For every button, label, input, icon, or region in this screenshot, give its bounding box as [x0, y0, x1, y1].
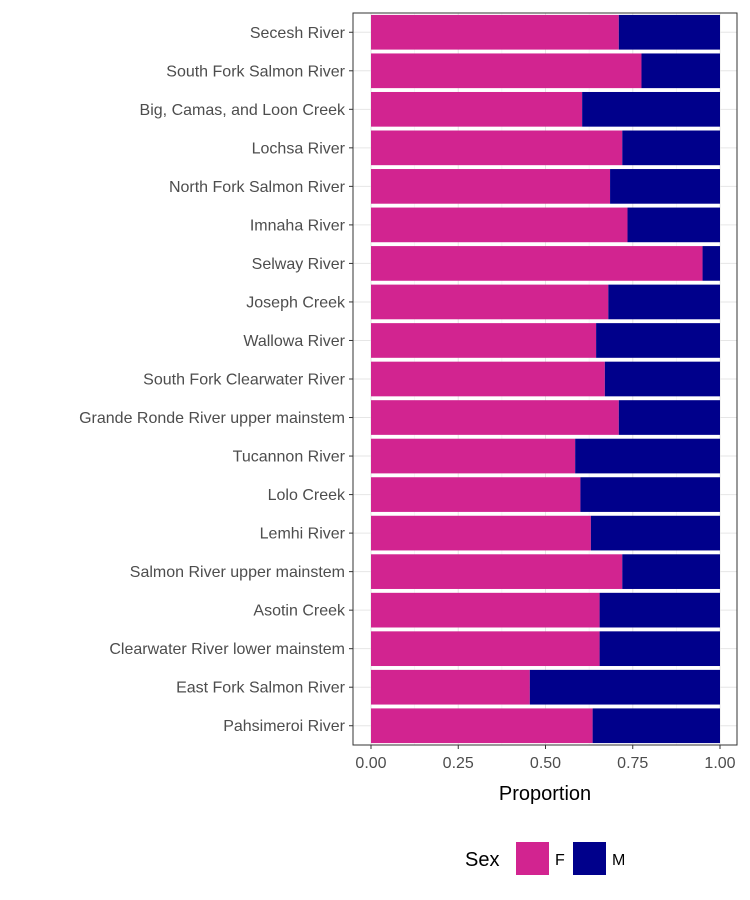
bar-f-8 [371, 284, 609, 320]
bar-m-2 [641, 53, 720, 89]
bar-f-17 [371, 631, 600, 667]
bar-f-5 [371, 169, 611, 204]
category-label: Wallowa River [243, 333, 345, 350]
category-label: Tucannon River [233, 449, 346, 466]
bar-m-14 [590, 515, 720, 551]
bar-m-3 [582, 91, 720, 127]
bar-m-12 [575, 438, 720, 474]
bar-f-10 [371, 361, 605, 397]
category-label: Asotin Creek [253, 603, 346, 620]
bar-m-16 [599, 592, 720, 628]
bar-m-13 [580, 477, 720, 512]
bar-m-19 [592, 708, 720, 744]
category-label: Imnaha River [250, 217, 346, 234]
bar-f-1 [371, 14, 619, 50]
bar-m-18 [529, 669, 720, 705]
category-label: Salmon River upper mainstem [130, 564, 345, 581]
category-label: Joseph Creek [246, 294, 346, 311]
legend-key-f [516, 842, 549, 875]
category-label: Lemhi River [260, 526, 346, 543]
x-tick-label: 0.75 [617, 755, 648, 772]
bar-f-9 [371, 323, 597, 358]
bar-m-11 [618, 400, 720, 435]
legend-label-f: F [555, 852, 565, 869]
bar-f-19 [371, 708, 593, 744]
bar-f-6 [371, 207, 628, 243]
category-label: Big, Camas, and Loon Creek [140, 102, 346, 119]
x-tick-label: 0.25 [443, 755, 474, 772]
bar-m-1 [618, 14, 720, 50]
category-label: South Fork Salmon River [166, 63, 345, 80]
bar-f-2 [371, 53, 642, 89]
bar-f-7 [371, 246, 703, 281]
bar-m-17 [599, 631, 720, 667]
x-tick-label: 1.00 [704, 755, 735, 772]
category-label: Pahsimeroi River [223, 718, 345, 735]
bar-m-15 [622, 554, 720, 589]
category-label: Lolo Creek [268, 487, 346, 504]
bar-m-6 [627, 207, 720, 243]
category-label: East Fork Salmon River [176, 680, 346, 697]
bar-m-5 [610, 169, 720, 204]
bar-m-10 [604, 361, 720, 397]
bar-f-18 [371, 669, 530, 705]
bar-m-4 [622, 130, 720, 166]
legend-title: Sex [465, 849, 499, 871]
bar-m-8 [608, 284, 720, 320]
bar-f-3 [371, 91, 583, 127]
category-label: Selway River [252, 256, 346, 273]
bar-f-11 [371, 400, 619, 435]
category-label: Grande Ronde River upper mainstem [79, 410, 345, 427]
legend-key-m [573, 842, 606, 875]
category-label: South Fork Clearwater River [143, 372, 346, 389]
bar-f-15 [371, 554, 623, 589]
bar-f-12 [371, 438, 576, 474]
x-axis-title: Proportion [499, 783, 591, 805]
x-tick-label: 0.00 [355, 755, 386, 772]
x-tick-label: 0.50 [530, 755, 561, 772]
category-label: Secesh River [250, 25, 346, 42]
bar-m-7 [702, 246, 720, 281]
category-label: Lochsa River [252, 140, 346, 157]
bar-f-13 [371, 477, 581, 512]
bar-f-16 [371, 592, 600, 628]
bar-f-4 [371, 130, 623, 166]
bar-f-14 [371, 515, 591, 551]
bar-m-9 [596, 323, 720, 358]
legend-label-m: M [612, 852, 625, 869]
category-label: Clearwater River lower mainstem [109, 641, 345, 658]
category-label: North Fork Salmon River [169, 179, 346, 196]
